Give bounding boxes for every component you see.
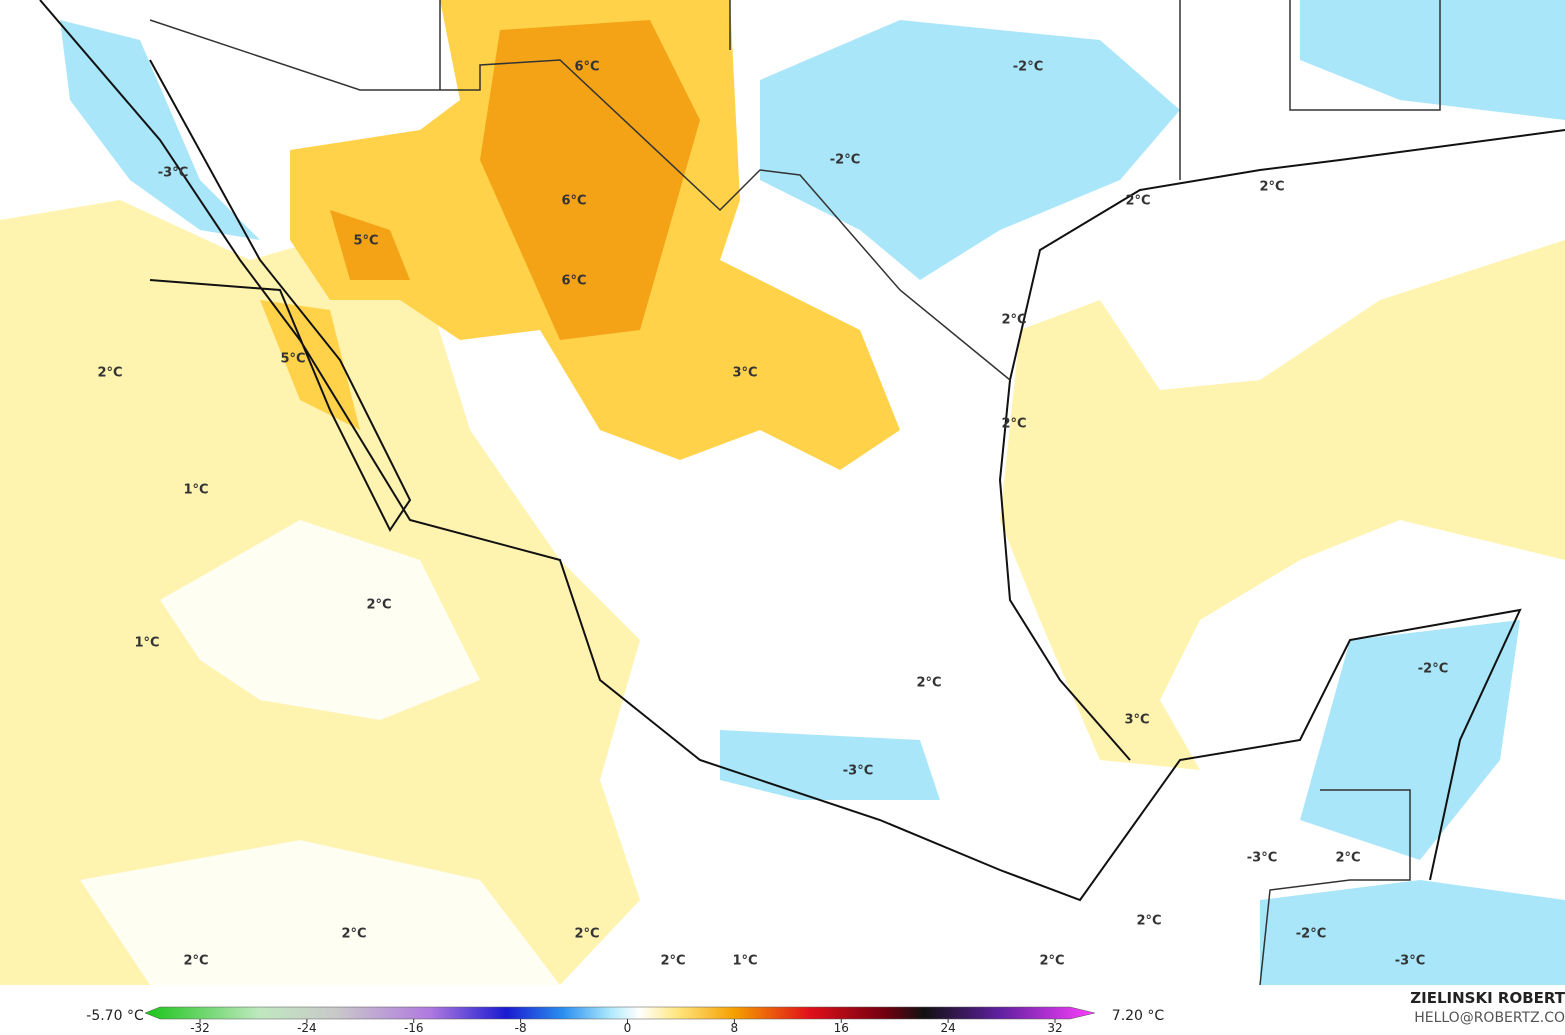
colorbar-gradient bbox=[144, 1006, 1096, 1020]
contour-label: 2°C bbox=[1039, 954, 1064, 969]
cool-area bbox=[60, 0, 1565, 985]
contour-label: 6°C bbox=[561, 274, 586, 289]
colorbar-tick-label: -16 bbox=[404, 1021, 424, 1035]
contour-label: 2°C bbox=[1001, 417, 1026, 432]
contour-label: 2°C bbox=[574, 927, 599, 942]
contour-label: -2°C bbox=[1418, 662, 1448, 677]
contour-label: -2°C bbox=[830, 153, 860, 168]
contour-label: 2°C bbox=[1125, 194, 1150, 209]
contour-label: 2°C bbox=[341, 927, 366, 942]
contour-label: 5°C bbox=[280, 352, 305, 367]
colorbar-tick-label: 0 bbox=[624, 1021, 632, 1035]
contour-label: -2°C bbox=[1013, 60, 1043, 75]
colorbar-tick-label: -24 bbox=[297, 1021, 317, 1035]
contour-label: 2°C bbox=[97, 366, 122, 381]
border bbox=[149, 0, 1441, 986]
contour-label: -2°C bbox=[1296, 927, 1326, 942]
map bbox=[0, 0, 1565, 986]
contour-label: -3°C bbox=[158, 166, 188, 181]
colorbar-tick-label: -8 bbox=[515, 1021, 527, 1035]
contour-label: 3°C bbox=[1124, 713, 1149, 728]
colorbar: -5.70 °C 7.20 °C ZIELINSKI ROBERT HELLO@… bbox=[0, 985, 1565, 1035]
coastline bbox=[39, 0, 1565, 902]
hot-area bbox=[330, 20, 700, 340]
contour-label: 1°C bbox=[732, 954, 757, 969]
contour-label: 3°C bbox=[732, 366, 757, 381]
max-label: 7.20 °C bbox=[1112, 1008, 1165, 1024]
contour-label: 2°C bbox=[1335, 851, 1360, 866]
contour-label: 1°C bbox=[134, 636, 159, 651]
min-label: -5.70 °C bbox=[86, 1008, 144, 1024]
warm-area bbox=[0, 200, 1565, 985]
colorbar-tick-label: -32 bbox=[190, 1021, 210, 1035]
contour-label: 5°C bbox=[353, 234, 378, 249]
contour-label: -3°C bbox=[1395, 954, 1425, 969]
contour-label: 2°C bbox=[660, 954, 685, 969]
contour-label: -3°C bbox=[843, 764, 873, 779]
contour-label: 6°C bbox=[574, 60, 599, 75]
credit-name: ZIELINSKI ROBERT bbox=[1410, 989, 1565, 1007]
credit-contact: HELLO@ROBERTZ.CO bbox=[1414, 1010, 1565, 1026]
colorbar-tick-label: 8 bbox=[731, 1021, 739, 1035]
contour-label: 2°C bbox=[183, 954, 208, 969]
contour-labels: 6°C -2°C -2°C -3°C 2°C 2°C 6°C 5°C 6°C 2°C 5°C 2°C 3… bbox=[97, 60, 1448, 969]
contour-label: -3°C bbox=[1247, 851, 1277, 866]
colorbar-tick-label: 32 bbox=[1047, 1021, 1062, 1035]
contour-label: 2°C bbox=[366, 598, 391, 613]
contour-label: 2°C bbox=[916, 676, 941, 691]
contour-label: 2°C bbox=[1259, 180, 1284, 195]
colorbar-tick-label: 16 bbox=[834, 1021, 849, 1035]
colorbar-tick-label: 24 bbox=[940, 1021, 955, 1035]
contour-label: 2°C bbox=[1001, 313, 1026, 328]
contour-label: 6°C bbox=[561, 194, 586, 209]
contour-label: 2°C bbox=[1136, 914, 1161, 929]
neutral-area bbox=[80, 520, 1080, 985]
contour-label: 1°C bbox=[183, 483, 208, 498]
